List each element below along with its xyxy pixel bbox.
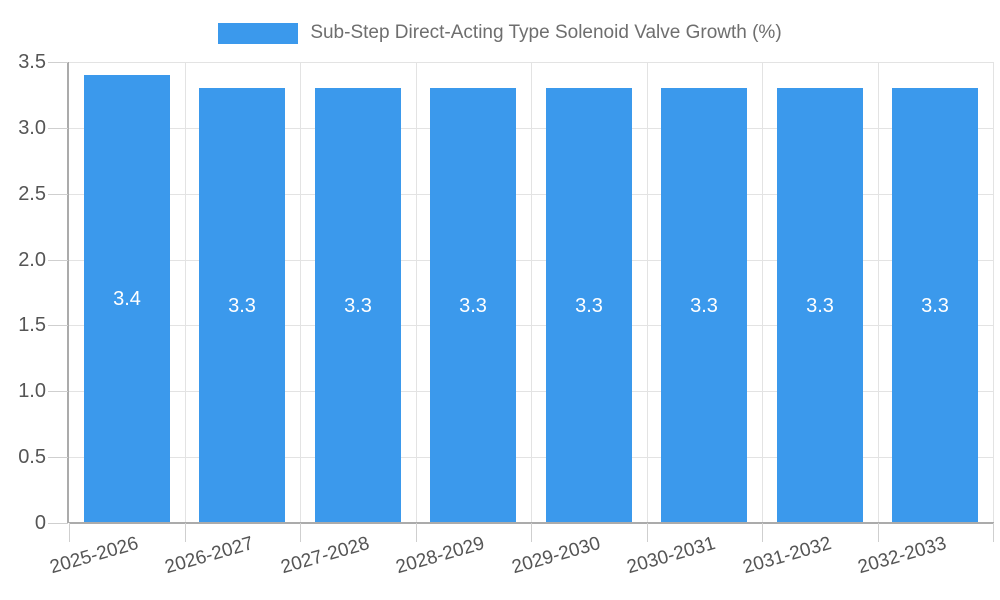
y-axis-tick — [48, 391, 68, 393]
x-axis-tick — [300, 523, 301, 542]
x-axis-tick — [993, 523, 994, 542]
x-axis-tick — [878, 523, 879, 542]
y-axis-tick — [48, 127, 68, 129]
bar[interactable]: 3.3 — [430, 88, 516, 522]
y-axis-tick — [48, 259, 68, 261]
bar-value-label: 3.3 — [228, 294, 256, 317]
bar[interactable]: 3.3 — [661, 88, 747, 522]
gridline-vertical — [647, 62, 648, 523]
y-axis-line — [67, 62, 69, 523]
x-axis-tick — [185, 523, 186, 542]
bar[interactable]: 3.3 — [777, 88, 863, 522]
bar-value-label: 3.4 — [113, 288, 141, 311]
legend: Sub-Step Direct-Acting Type Solenoid Val… — [0, 20, 1000, 46]
bar[interactable]: 3.3 — [199, 88, 285, 522]
gridline-vertical — [878, 62, 879, 523]
bar-value-label: 3.3 — [806, 294, 834, 317]
y-axis-label: 0.5 — [18, 446, 46, 469]
y-axis-label: 2.0 — [18, 248, 46, 271]
bar[interactable]: 3.3 — [892, 88, 978, 522]
plot-area: 3.4 3.3 3.3 3.3 3.3 3.3 3.3 3.3 — [67, 62, 994, 524]
legend-swatch[interactable] — [218, 22, 299, 44]
bar[interactable]: 3.4 — [84, 75, 170, 522]
gridline-vertical — [993, 62, 994, 523]
y-axis-tick — [48, 325, 68, 327]
y-axis-label: 1.0 — [18, 380, 46, 403]
gridline-vertical — [416, 62, 417, 523]
bar-value-label: 3.3 — [921, 294, 949, 317]
y-axis-label: 3.0 — [18, 116, 46, 139]
x-axis-tick — [647, 523, 648, 542]
bar-value-label: 3.3 — [344, 294, 372, 317]
x-axis-tick — [762, 523, 763, 542]
y-axis-tick — [48, 193, 68, 195]
x-axis-tick — [531, 523, 532, 542]
y-axis-label: 3.5 — [18, 51, 46, 73]
y-axis-label: 2.5 — [18, 182, 46, 205]
y-axis-tick — [48, 523, 68, 524]
x-axis-tick — [69, 523, 70, 542]
gridline-vertical — [762, 62, 763, 523]
gridline-vertical — [185, 62, 186, 523]
y-axis-tick — [48, 62, 68, 63]
gridline-vertical — [300, 62, 301, 523]
bar[interactable]: 3.3 — [315, 88, 401, 522]
bar-value-label: 3.3 — [690, 294, 718, 317]
y-axis-label: 1.5 — [18, 314, 46, 337]
chart-title[interactable]: Sub-Step Direct-Acting Type Solenoid Val… — [310, 22, 782, 43]
bar-value-label: 3.3 — [575, 294, 603, 317]
gridline-vertical — [531, 62, 532, 523]
x-axis-tick — [416, 523, 417, 542]
bar[interactable]: 3.3 — [546, 88, 632, 522]
bar-value-label: 3.3 — [459, 294, 487, 317]
y-axis-tick — [48, 457, 68, 459]
y-axis-label: 0 — [34, 512, 46, 534]
